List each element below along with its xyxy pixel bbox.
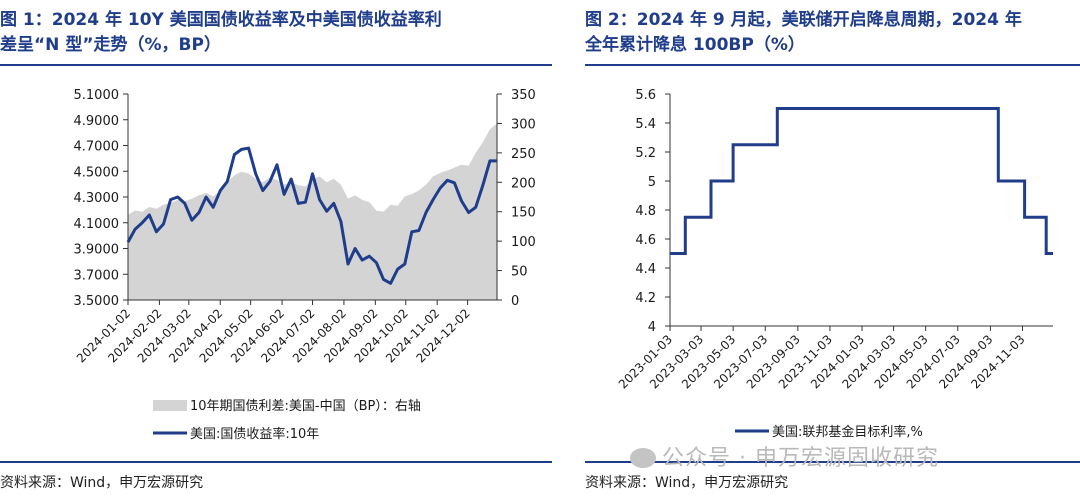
us-10y-yield-line bbox=[126, 146, 497, 285]
chart-1-title: 图 1：2024 年 10Y 美国国债收益率及中美国债收益率利 差呈“N 型”走… bbox=[0, 8, 442, 58]
left-y-tick-label: 4.9000 bbox=[74, 114, 120, 129]
watermark: 公众号 · 申万宏源固收研究 bbox=[630, 440, 939, 472]
watermark-text: 公众号 · 申万宏源固收研究 bbox=[662, 446, 939, 471]
left-y-ticks: 5.1000 4.9000 4.7000 4.5000 4.3000 4.1000 3.90… bbox=[74, 88, 128, 309]
chart-1-svg: 5.1000 4.9000 4.7000 4.5000 4.3000 4.1000 3.90… bbox=[74, 88, 536, 442]
chart-1-title-line2: 差呈“N 型”走势（%，BP） bbox=[0, 35, 221, 55]
chart-2-legend: 美国:联邦基金目标利率,% bbox=[735, 424, 923, 440]
right-y-ticks: 350 300 250 200 150 100 50 0 bbox=[497, 88, 536, 309]
right-y-tick-label: 50 bbox=[511, 265, 528, 280]
chart-2-axes bbox=[669, 94, 1053, 327]
y-tick-label: 4.8 bbox=[635, 204, 656, 219]
right-y-tick-label: 150 bbox=[511, 206, 536, 221]
left-y-tick-label: 3.7000 bbox=[74, 268, 120, 283]
y-ticks: 5.6 5.4 5.2 5 4.8 4.6 4.4 4.2 4 bbox=[635, 88, 670, 335]
chart-2-title: 图 2：2024 年 9 月起，美联储开启降息周期，2024 年 全年累计降息 … bbox=[585, 8, 1022, 58]
chart-panel-2: 图 2：2024 年 9 月起，美联储开启降息周期，2024 年 全年累计降息 … bbox=[585, 0, 1080, 501]
chart-2-title-line2: 全年累计降息 100BP（%） bbox=[585, 35, 805, 55]
x-ticks: 2024-01-022024-02-022024-03-022024-04-02… bbox=[74, 300, 473, 365]
chart-2-title-line1: 图 2：2024 年 9 月起，美联储开启降息周期，2024 年 bbox=[585, 10, 1022, 30]
y-tick-label: 4.4 bbox=[635, 262, 656, 277]
title-rule bbox=[585, 64, 1080, 66]
chart-1-legend: 10年期国债利差:美国-中国（BP）：右轴 美国:国债收益率:10年 bbox=[153, 399, 421, 442]
left-y-tick-label: 3.5000 bbox=[74, 294, 120, 309]
y-tick-label: 4.6 bbox=[635, 233, 656, 248]
fed-funds-rate-line bbox=[670, 107, 1053, 255]
left-y-tick-label: 4.1000 bbox=[74, 217, 120, 232]
right-y-tick-label: 350 bbox=[511, 88, 536, 103]
right-y-tick-label: 200 bbox=[511, 176, 536, 191]
x-ticks: 2023-01-032023-03-032023-05-032023-07-03… bbox=[616, 326, 1028, 391]
left-y-tick-label: 4.5000 bbox=[74, 165, 120, 180]
right-y-tick-label: 100 bbox=[511, 235, 536, 250]
y-tick-label: 5.4 bbox=[635, 117, 656, 132]
title-rule bbox=[0, 64, 552, 66]
chart-panel-1: 图 1：2024 年 10Y 美国国债收益率及中美国债收益率利 差呈“N 型”走… bbox=[0, 8, 552, 491]
spread-area bbox=[128, 123, 497, 301]
legend-label-line: 美国:国债收益率:10年 bbox=[190, 426, 319, 442]
source-rule bbox=[0, 461, 552, 463]
left-y-tick-label: 4.3000 bbox=[74, 191, 120, 206]
y-tick-label: 5 bbox=[648, 175, 656, 190]
left-y-tick-label: 5.1000 bbox=[74, 88, 120, 103]
right-y-tick-label: 0 bbox=[511, 294, 519, 309]
chart-1-source: 资料来源：Wind，申万宏源研究 bbox=[0, 475, 204, 491]
legend-swatch-area bbox=[153, 400, 187, 411]
legend-label-area: 10年期国债利差:美国-中国（BP）：右轴 bbox=[190, 399, 421, 414]
chart-1-title-line1: 图 1：2024 年 10Y 美国国债收益率及中美国债收益率利 bbox=[0, 10, 442, 30]
left-y-tick-label: 4.7000 bbox=[74, 140, 120, 155]
chart-2-svg: 5.6 5.4 5.2 5 4.8 4.6 4.4 4.2 4 2023-01-032023-0… bbox=[616, 88, 1053, 440]
legend-label-line: 美国:联邦基金目标利率,% bbox=[772, 424, 923, 440]
y-tick-label: 5.6 bbox=[635, 88, 656, 103]
left-y-tick-label: 3.9000 bbox=[74, 243, 120, 258]
y-tick-label: 4.2 bbox=[635, 291, 656, 306]
source-rule bbox=[585, 461, 1080, 463]
chart-2-source: 资料来源：Wind，申万宏源研究 bbox=[585, 475, 789, 491]
wechat-icon bbox=[630, 448, 656, 468]
y-tick-label: 4 bbox=[648, 320, 656, 335]
right-y-tick-label: 250 bbox=[511, 147, 536, 162]
y-tick-label: 5.2 bbox=[635, 146, 656, 161]
right-y-tick-label: 300 bbox=[511, 117, 536, 132]
